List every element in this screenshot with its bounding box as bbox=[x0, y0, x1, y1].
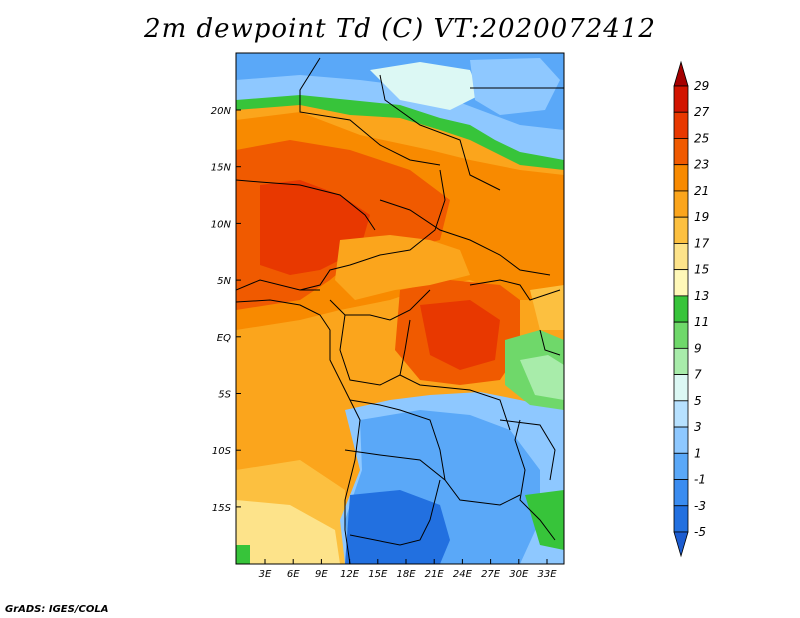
colorbar-label: 3 bbox=[694, 420, 702, 434]
colorbar-segment bbox=[673, 452, 689, 480]
colorbar-segment bbox=[673, 85, 689, 113]
lat-tick-label: 5N bbox=[217, 276, 231, 287]
lat-tick-label: 10S bbox=[212, 446, 232, 457]
colorbar-label: 9 bbox=[694, 341, 702, 355]
lon-tick-label: 6E bbox=[287, 569, 300, 580]
colorbar-label: 15 bbox=[694, 263, 709, 277]
colorbar-segment bbox=[673, 479, 689, 507]
colorbar-label: 19 bbox=[694, 210, 709, 224]
colorbar-label: 29 bbox=[694, 79, 709, 93]
colorbar-label: -3 bbox=[694, 499, 706, 513]
colorbar-label: 21 bbox=[694, 184, 709, 198]
colorbar-segment bbox=[673, 269, 689, 297]
colorbar-segment bbox=[673, 216, 689, 244]
colorbar-segment bbox=[673, 138, 689, 166]
colorbar-segment bbox=[673, 243, 689, 271]
lon-tick-label: 12E bbox=[340, 569, 360, 580]
colorbar-label: 11 bbox=[694, 315, 709, 329]
colorbar-label: 7 bbox=[694, 368, 702, 382]
lon-tick-label: 15E bbox=[368, 569, 388, 580]
colorbar-segment bbox=[673, 164, 689, 192]
lon-tick-label: 18E bbox=[396, 569, 416, 580]
colorbar-label: -1 bbox=[694, 473, 706, 487]
lon-tick-label: 27E bbox=[481, 569, 501, 580]
map-title: 2m dewpoint Td (C) VT:2020072412 bbox=[144, 14, 656, 44]
lat-tick-label: EQ bbox=[217, 333, 231, 344]
lat-tick-label: 15N bbox=[211, 163, 232, 174]
longitude-axis: 3E 6E 9E 12E 15E 18E 21E 24E 27E 30E 33E bbox=[259, 559, 557, 580]
colorbar-segment bbox=[673, 374, 689, 402]
colorbar-label: 27 bbox=[694, 105, 710, 119]
colorbar-label: 23 bbox=[694, 158, 709, 172]
lon-tick-label: 3E bbox=[259, 569, 272, 580]
colorbar-segment bbox=[673, 531, 689, 558]
lon-tick-label: 24E bbox=[453, 569, 473, 580]
colorbar-segment bbox=[673, 321, 689, 349]
colorbar-segment bbox=[673, 190, 689, 218]
lat-tick-label: 15S bbox=[212, 503, 232, 514]
lon-tick-label: 21E bbox=[425, 569, 445, 580]
colorbar-segment bbox=[673, 426, 689, 454]
colorbar-segment bbox=[673, 111, 689, 139]
colorbar-segment bbox=[673, 60, 689, 87]
latitude-axis: 20N 15N 10N 5N EQ 5S 10S 15S bbox=[211, 106, 241, 514]
colorbar-label: 13 bbox=[694, 289, 709, 303]
colorbar-segment bbox=[673, 347, 689, 375]
colorbar-label: 25 bbox=[694, 131, 709, 145]
dewpoint-field bbox=[236, 53, 564, 564]
lon-tick-label: 30E bbox=[509, 569, 529, 580]
lon-tick-label: 9E bbox=[315, 569, 328, 580]
colorbar: 29 27 25 23 21 19 17 15 13 11 9 7 5 3 1 -1 -3 -5 bbox=[673, 60, 710, 558]
colorbar-label: 1 bbox=[694, 446, 702, 460]
lon-tick-label: 33E bbox=[537, 569, 557, 580]
colorbar-segment bbox=[673, 505, 689, 533]
colorbar-label: 17 bbox=[694, 236, 710, 250]
colorbar-label: 5 bbox=[694, 394, 702, 408]
lat-tick-label: 5S bbox=[218, 390, 231, 401]
lat-tick-label: 10N bbox=[211, 219, 232, 230]
map-frame bbox=[235, 52, 565, 565]
grads-credit: GrADS: IGES/COLA bbox=[5, 604, 109, 615]
lat-tick-label: 20N bbox=[211, 106, 232, 117]
country-borders bbox=[236, 57, 564, 564]
colorbar-segment bbox=[673, 295, 689, 323]
colorbar-segment bbox=[673, 400, 689, 428]
colorbar-label: -5 bbox=[694, 525, 706, 539]
